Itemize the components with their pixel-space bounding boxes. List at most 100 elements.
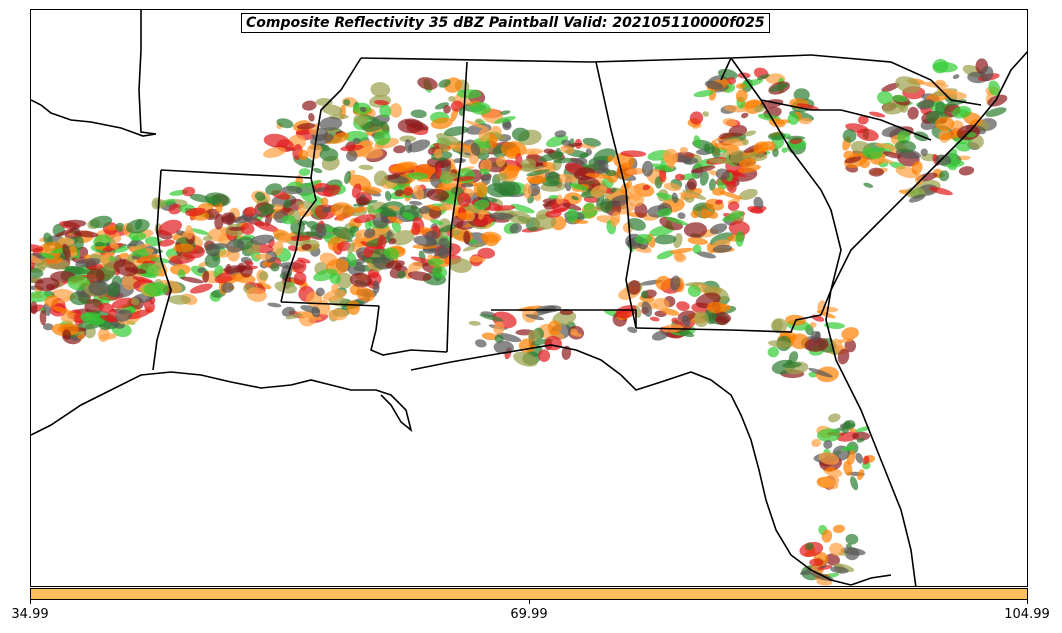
paintball-cell (301, 243, 312, 251)
paintball-cell (747, 205, 764, 214)
paintball-cell (300, 192, 324, 205)
paintball-cell (74, 235, 84, 250)
paintball-cell (947, 91, 967, 100)
paintball-cell (359, 139, 374, 148)
paintball-cell (385, 260, 405, 269)
paintball-cell (168, 204, 182, 215)
paintball-cell (132, 276, 153, 283)
paintball-cell (793, 88, 810, 102)
paintball-cell (855, 452, 864, 464)
paintball-cell (89, 215, 113, 229)
paintball-cell (809, 558, 824, 567)
colorbar-tick-middle (529, 600, 530, 604)
arkansas-north-border (160, 169, 312, 179)
paintball-cell (574, 167, 596, 181)
paintball-cell (894, 140, 916, 153)
paintball-cell (547, 320, 562, 335)
paintball-cell (370, 82, 391, 98)
paintball-cell (855, 426, 870, 433)
paintball-cell (772, 319, 783, 332)
louisiana-east-border (370, 305, 448, 356)
paintball-cell (590, 185, 607, 198)
paintball-cell (332, 226, 355, 240)
paintball-cell (863, 182, 874, 188)
paintball-cell (250, 234, 275, 245)
paintball-cell (443, 105, 451, 114)
paintball-cell (655, 275, 671, 291)
paintball-cell (862, 455, 870, 465)
paintball-cell (551, 198, 571, 213)
arkansas-west-border (152, 169, 172, 371)
paintball-cell (383, 247, 400, 260)
paintball-cell (355, 287, 375, 302)
paintball-cell (754, 104, 766, 113)
paintball-cell (256, 282, 272, 290)
paintball-cell (856, 128, 879, 142)
paintball-cell (99, 333, 117, 340)
paintball-cell (929, 186, 953, 196)
paintball-cell (462, 243, 484, 252)
paintball-cell (681, 315, 691, 327)
paintball-cell (809, 321, 817, 328)
paintball-cell (387, 216, 403, 224)
paintball-cell (781, 147, 788, 153)
paintball-cell (407, 271, 432, 281)
paintball-cell (323, 184, 341, 197)
paintball-cell (258, 271, 269, 281)
paintball-cell (496, 155, 506, 167)
paintball-cell (73, 230, 99, 238)
paintball-cell (202, 270, 210, 283)
paintball-cell (448, 258, 472, 273)
paintball-cell (373, 170, 388, 187)
paintball-cell (432, 265, 447, 279)
paintball-cell (740, 112, 749, 119)
paintball-cell (351, 183, 362, 198)
paintball-cell (274, 281, 298, 294)
paintball-cell (418, 205, 431, 214)
paintball-cell (495, 173, 508, 182)
paintball-cell (727, 201, 740, 211)
paintball-cell (641, 160, 654, 177)
paintball-cell (560, 145, 575, 154)
paintball-cell (597, 159, 609, 172)
paintball-cell (708, 158, 733, 164)
paintball-cell (394, 189, 405, 197)
paintball-cell (735, 230, 745, 247)
paintball-cell (649, 316, 660, 322)
paintball-cell (725, 169, 747, 178)
paintball-cell (185, 225, 194, 240)
paintball-cell (322, 206, 332, 213)
map-panel (30, 9, 1028, 587)
paintball-cell (831, 338, 843, 352)
paintball-cell (135, 218, 143, 231)
paintball-cell (128, 231, 147, 241)
paintball-cell (825, 466, 836, 473)
virginia-border (720, 57, 732, 81)
paintball-cell (276, 118, 294, 129)
paintball-cell (728, 220, 750, 236)
paintball-cell (828, 413, 841, 423)
paintball-cell (665, 198, 683, 207)
paintball-cell (430, 117, 453, 130)
paintball-cell (696, 251, 716, 259)
paintball-cell (344, 170, 352, 185)
paintball-cell (651, 163, 673, 172)
paintball-cell (265, 183, 283, 196)
gulf-coast-east (410, 344, 852, 586)
paintball-cell (892, 94, 908, 103)
paintball-cell (634, 233, 652, 245)
paintball-cell (346, 252, 357, 267)
paintball-cell (328, 308, 348, 321)
paintball-cell (439, 140, 449, 153)
paintball-cell (553, 157, 573, 164)
map-title: Composite Reflectivity 35 dBZ Paintball … (241, 13, 770, 33)
paintball-cell (988, 80, 1001, 96)
paintball-cell (158, 239, 175, 247)
paintball-cell (719, 191, 743, 200)
paintball-cell (640, 290, 649, 299)
paintball-cell (94, 241, 105, 248)
paintball-cell (31, 253, 42, 264)
atlantic-coast (825, 51, 1027, 586)
paintball-cell (868, 111, 886, 118)
paintball-cell (842, 128, 857, 143)
